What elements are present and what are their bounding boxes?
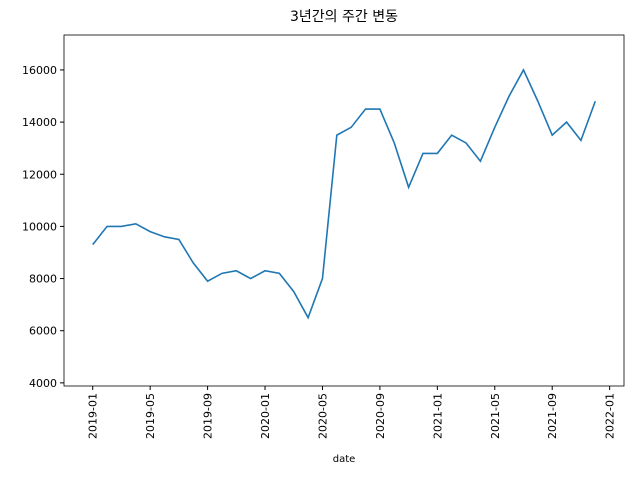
x-tick-label: 2019-05 <box>144 393 157 439</box>
y-tick-label: 14000 <box>22 116 57 129</box>
x-tick-label: 2021-05 <box>489 393 502 439</box>
y-tick-label: 16000 <box>22 64 57 77</box>
chart-title: 3년간의 주간 변동 <box>290 9 398 25</box>
y-tick-label: 6000 <box>29 325 57 338</box>
y-tick-label: 4000 <box>29 377 57 390</box>
x-tick-label: 2020-09 <box>374 393 387 439</box>
y-tick-label: 8000 <box>29 273 57 286</box>
x-tick-label: 2019-09 <box>202 393 215 439</box>
x-axis-label: date <box>333 454 356 465</box>
plot-frame <box>63 34 625 387</box>
x-tick-label: 2020-01 <box>259 393 272 439</box>
x-tick-label: 2021-01 <box>431 393 444 439</box>
y-tick-label: 10000 <box>22 220 57 233</box>
line-series <box>92 68 597 320</box>
x-tick-label: 2019-01 <box>87 393 100 439</box>
x-tick-label: 2022-01 <box>604 393 617 439</box>
x-tick-label: 2021-09 <box>546 393 559 439</box>
x-tick-label: 2020-05 <box>316 393 329 439</box>
y-tick-label: 12000 <box>22 168 57 181</box>
